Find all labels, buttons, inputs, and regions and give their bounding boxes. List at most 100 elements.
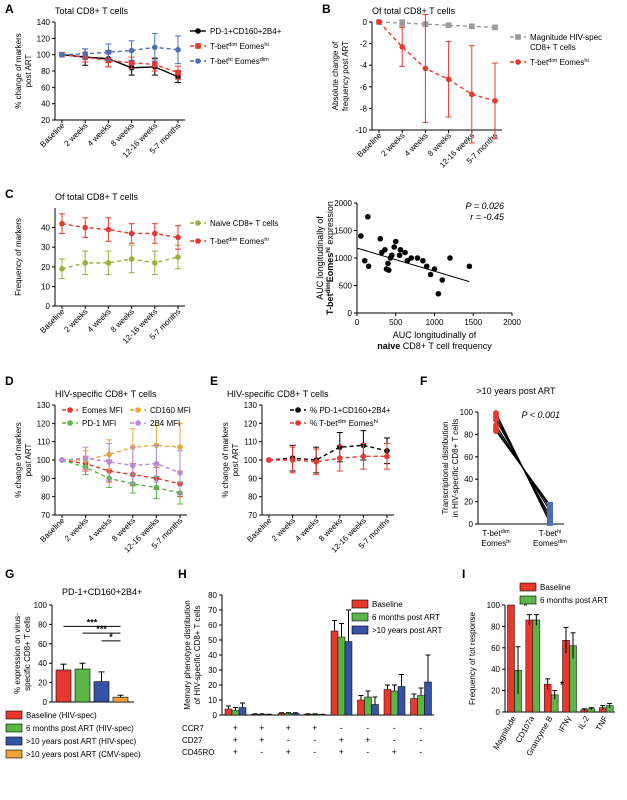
data-point <box>414 255 421 261</box>
bar <box>284 713 293 716</box>
legend-label: T-betdim Eomeshi <box>210 42 269 51</box>
y-axis-label: frequency post ART <box>341 41 350 111</box>
phenotype-sign: + <box>392 747 397 757</box>
y-tick-label: 100 <box>487 601 501 610</box>
data-point <box>547 507 553 514</box>
y-tick-label: 70 <box>248 511 257 520</box>
data-point <box>385 267 392 273</box>
chart-panel-F: 0 20 40 60 80 100 >10 years post ART P < 0.001 T… <box>441 386 567 548</box>
data-point <box>67 420 73 426</box>
y-tick-label: 60 <box>41 83 50 92</box>
bar <box>417 695 425 716</box>
phenotype-sign: - <box>393 735 396 745</box>
legend-swatch <box>5 710 23 720</box>
data-point <box>420 257 426 264</box>
phenotype-sign: - <box>260 747 263 757</box>
y-tick-label: 120 <box>37 419 51 428</box>
y-tick-label: 20 <box>464 498 473 507</box>
data-point <box>385 260 391 267</box>
bar <box>238 707 247 716</box>
y-tick-label: 120 <box>244 419 258 428</box>
chart-panel-H: 0 10 20 30 40 50 60 70 80 CCR7 CD27 CD45RO + + + + + - + - +… <box>182 591 442 757</box>
phenotype-sign: - <box>313 735 316 745</box>
data-point <box>59 220 65 227</box>
y-tick-label: 80 <box>208 591 217 600</box>
significance-label: * <box>109 632 113 642</box>
data-point <box>130 462 136 469</box>
legend-label: % T-betdim Eomeshi <box>310 419 378 428</box>
y-tick-label: 110 <box>37 438 50 447</box>
data-point <box>337 455 343 461</box>
y-axis-label: in HIV-specific CD8+ T cells <box>451 419 460 518</box>
data-point <box>175 69 181 76</box>
y-tick-label: 40 <box>491 665 500 674</box>
x-tick-label: Baseline <box>38 307 66 335</box>
regression-line <box>356 247 470 283</box>
legend: % PD-1+CD160+2B4+ % T-betdim Eomeshi <box>290 406 391 428</box>
series-0 <box>266 430 390 474</box>
data-point <box>175 46 181 53</box>
y-tick-label: 10 <box>208 696 217 705</box>
bar <box>364 696 372 716</box>
y-axis-label: post ART <box>24 55 33 88</box>
data-point <box>408 255 415 261</box>
series-line <box>62 444 181 461</box>
y-axis-label: post ART <box>24 444 33 477</box>
data-point <box>391 244 398 250</box>
data-point <box>195 58 201 64</box>
legend: Naive CD8+ T cells T-betdim Eomeshi <box>190 219 278 246</box>
data-point <box>135 420 141 426</box>
legend-label: % PD-1+CD160+2B4+ <box>310 406 391 415</box>
data-point <box>397 246 404 253</box>
panel-letter-label: B <box>322 2 331 16</box>
bar <box>112 696 129 703</box>
data-point <box>289 457 296 463</box>
y-tick-label: 20 <box>491 687 500 696</box>
data-point <box>128 230 135 237</box>
chart-title: Of total CD8+ T cells <box>372 6 455 16</box>
y-tick-label: 60 <box>38 640 47 649</box>
legend-swatch <box>351 625 369 635</box>
legend-swatch <box>351 599 369 609</box>
data-point <box>59 265 65 272</box>
phenotype-sign: + <box>233 747 238 757</box>
series-3 <box>59 443 183 496</box>
y-tick-label: 100 <box>37 51 51 60</box>
y-axis-label: Transcriptional distribution <box>441 421 450 514</box>
y-tick-label: 0 <box>46 302 51 311</box>
phenotype-row-label: CD45RO <box>182 748 214 757</box>
legend-label: PD-1+CD160+2B4+ <box>210 27 282 36</box>
phenotype-sign: + <box>339 735 344 745</box>
panel-letter: B <box>322 2 331 16</box>
y-tick-label: 40 <box>41 100 50 109</box>
data-point <box>153 484 160 491</box>
data-point <box>128 47 135 54</box>
y-tick-label: 60 <box>208 621 217 630</box>
x-axis-label: AUC longitudinally of <box>393 330 477 340</box>
y-axis-label: AUC longitudinally of <box>315 216 325 300</box>
chart-title: PD-1+CD160+2B4+ <box>62 587 142 597</box>
y-tick-label: 30 <box>41 243 50 252</box>
legend: Baseline 6 months post ART <box>519 582 608 605</box>
data-point <box>399 44 406 50</box>
x-tick-label: 4 weeks <box>403 131 430 158</box>
x-tick-label: 1000 <box>426 318 444 327</box>
series-1 <box>376 13 498 144</box>
data-point <box>492 98 498 104</box>
series-line <box>378 21 496 29</box>
y-tick-label: 0 <box>213 711 218 720</box>
phenotype-sign: - <box>340 723 343 733</box>
data-point <box>547 501 553 508</box>
phenotype-sign: + <box>286 747 291 757</box>
y-tick-label: 70 <box>208 606 217 615</box>
legend-label: >10 years post ART (CMV-spec) <box>26 750 141 759</box>
p-value: P = 0.026 <box>466 201 504 211</box>
legend-label: Baseline <box>372 600 403 609</box>
y-axis-label: of HIV-specific CD8+ T cells <box>193 605 202 704</box>
data-point <box>493 416 499 423</box>
phenotype-sign: + <box>233 723 238 733</box>
y-axis-label: T-betdimEomeshi expression <box>325 201 336 315</box>
